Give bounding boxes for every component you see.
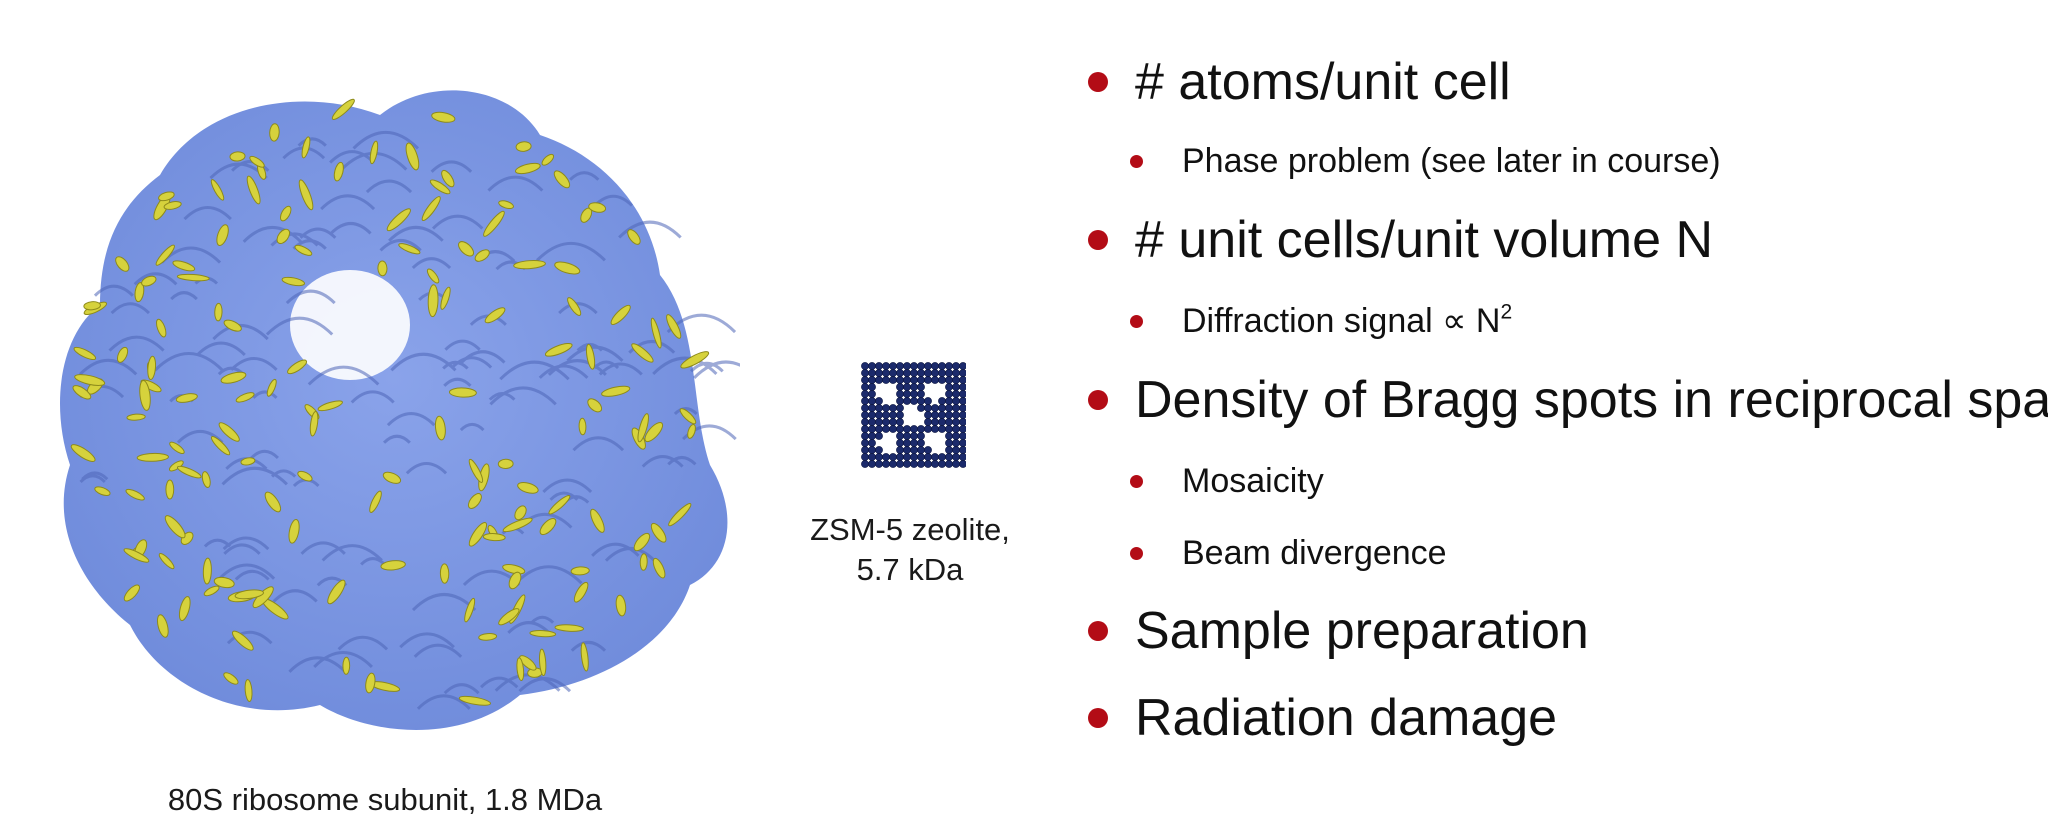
bullet-dot xyxy=(1088,390,1108,410)
bullet-text: Beam divergence xyxy=(1182,533,1447,572)
bullet-sample-preparation: Sample preparation xyxy=(1088,599,1589,663)
bullet-dot xyxy=(1130,154,1143,168)
diffraction-exponent: 2 xyxy=(1500,300,1513,324)
zeolite-caption-line2: 5.7 kDa xyxy=(856,552,964,587)
bullet-text: # atoms/unit cell xyxy=(1135,53,1511,111)
bullet-dot xyxy=(1088,621,1108,641)
bullet-dot xyxy=(1130,546,1143,560)
ribosome-structure-image xyxy=(60,90,740,730)
bullet-dot xyxy=(1088,230,1108,250)
bullet-dot xyxy=(1130,314,1143,328)
bullet-dot xyxy=(1088,708,1108,728)
diffraction-text: Diffraction signal ∝ N xyxy=(1182,302,1501,340)
bullet-text: # unit cells/unit volume N xyxy=(1135,211,1714,269)
ribosome-caption: 80S ribosome subunit, 1.8 MDa xyxy=(167,782,603,817)
bullet-text: Mosaicity xyxy=(1182,461,1324,500)
bullet-text: Diffraction signal ∝ N2 xyxy=(1182,301,1512,341)
subbullet-diffraction-signal: Diffraction signal ∝ N2 xyxy=(1130,297,1512,345)
bullet-dot xyxy=(1130,474,1143,488)
bullet-bragg-spot-density: Density of Bragg spots in reciprocal spa… xyxy=(1088,368,2048,432)
subbullet-phase-problem: Phase problem (see later in course) xyxy=(1130,137,1721,185)
bullet-text: Density of Bragg spots in reciprocal spa… xyxy=(1135,371,2048,429)
bullet-dot xyxy=(1088,72,1108,92)
zeolite-caption: ZSM-5 zeolite, 5.7 kDa xyxy=(790,510,1030,590)
bullet-atoms-per-unit-cell: # atoms/unit cell xyxy=(1088,50,1511,114)
zeolite-caption-line1: ZSM-5 zeolite, xyxy=(810,512,1010,547)
bullet-text: Phase problem (see later in course) xyxy=(1182,141,1721,180)
subbullet-mosaicity: Mosaicity xyxy=(1130,457,1324,505)
bullet-text: Sample preparation xyxy=(1135,602,1589,660)
bullet-radiation-damage: Radiation damage xyxy=(1088,686,1557,750)
subbullet-beam-divergence: Beam divergence xyxy=(1130,529,1447,577)
bullet-text: Radiation damage xyxy=(1135,689,1558,747)
zeolite-structure-image xyxy=(861,362,966,468)
bullet-unit-cells-per-volume: # unit cells/unit volume N xyxy=(1088,208,1713,272)
